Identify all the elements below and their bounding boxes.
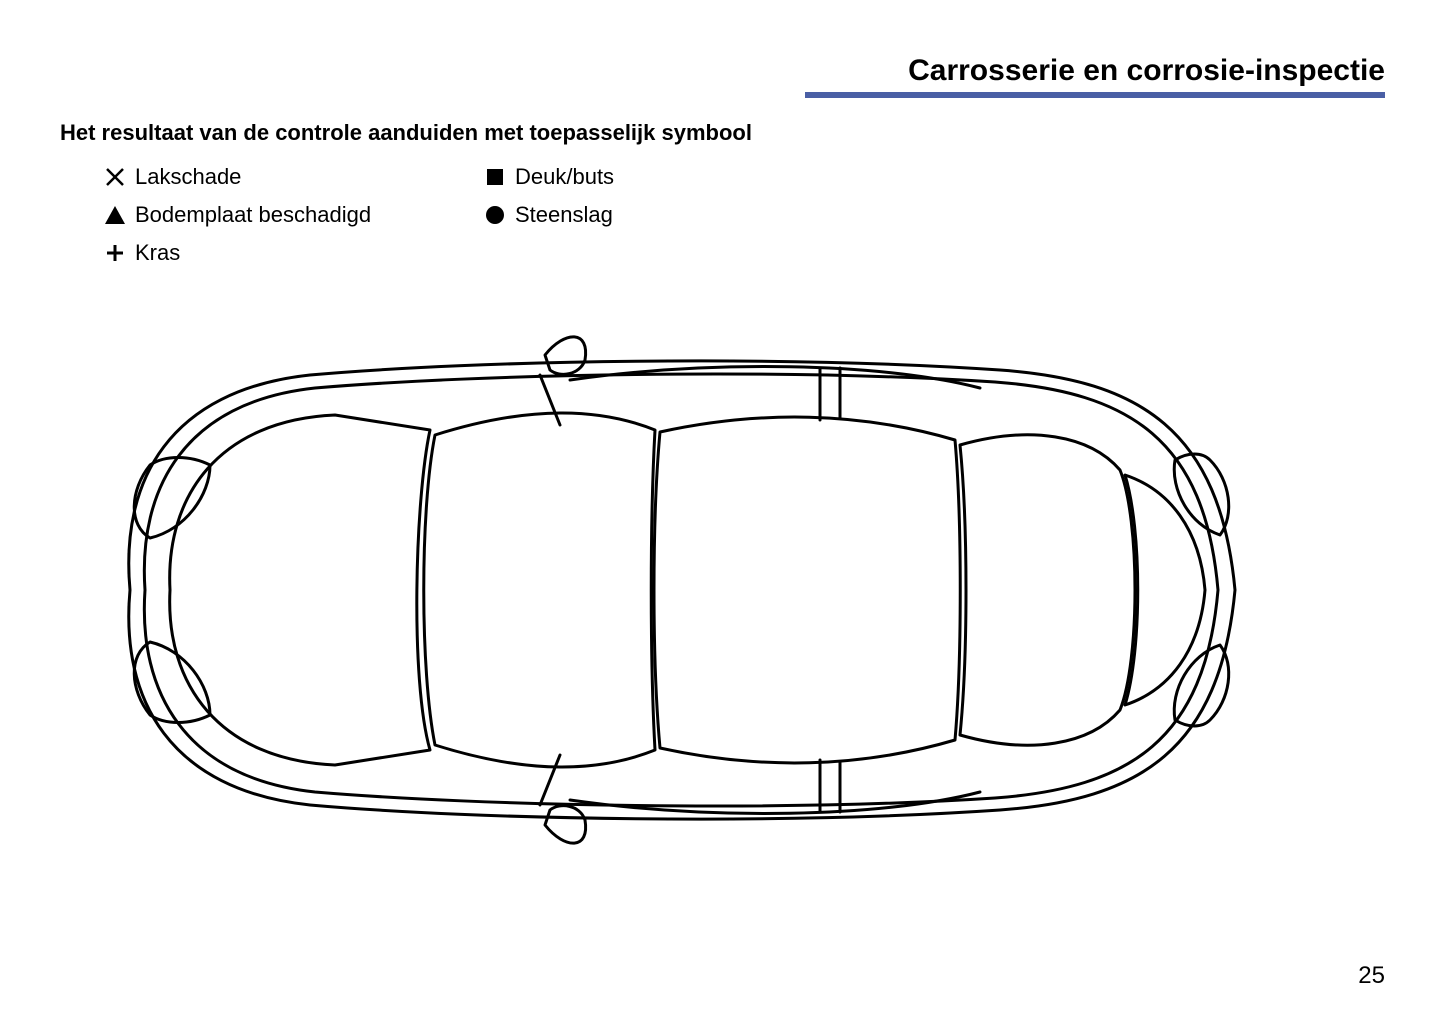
legend-row: Lakschade Deuk/buts — [95, 158, 775, 196]
legend-item: Steenslag — [475, 202, 775, 228]
instruction-text: Het resultaat van de controle aanduiden … — [60, 120, 752, 146]
page-number: 25 — [1358, 962, 1385, 990]
legend: Lakschade Deuk/buts Bodemplaat beschadig… — [95, 158, 775, 272]
legend-item: Kras — [95, 240, 475, 266]
page-title: Carrosserie en corrosie-inspectie — [908, 54, 1385, 88]
plus-icon — [95, 243, 135, 263]
x-icon — [95, 167, 135, 187]
legend-row: Kras — [95, 234, 775, 272]
car-svg — [60, 320, 1260, 860]
legend-item: Deuk/buts — [475, 164, 775, 190]
circle-icon — [475, 205, 515, 225]
legend-label: Deuk/buts — [515, 164, 614, 190]
legend-label: Bodemplaat beschadigd — [135, 202, 371, 228]
car-top-view-diagram — [60, 320, 1260, 865]
legend-item: Lakschade — [95, 164, 475, 190]
legend-row: Bodemplaat beschadigd Steenslag — [95, 196, 775, 234]
legend-item: Bodemplaat beschadigd — [95, 202, 475, 228]
triangle-icon — [95, 205, 135, 225]
square-icon — [475, 167, 515, 187]
legend-label: Kras — [135, 240, 180, 266]
legend-label: Steenslag — [515, 202, 613, 228]
legend-label: Lakschade — [135, 164, 241, 190]
title-underline — [805, 92, 1385, 98]
